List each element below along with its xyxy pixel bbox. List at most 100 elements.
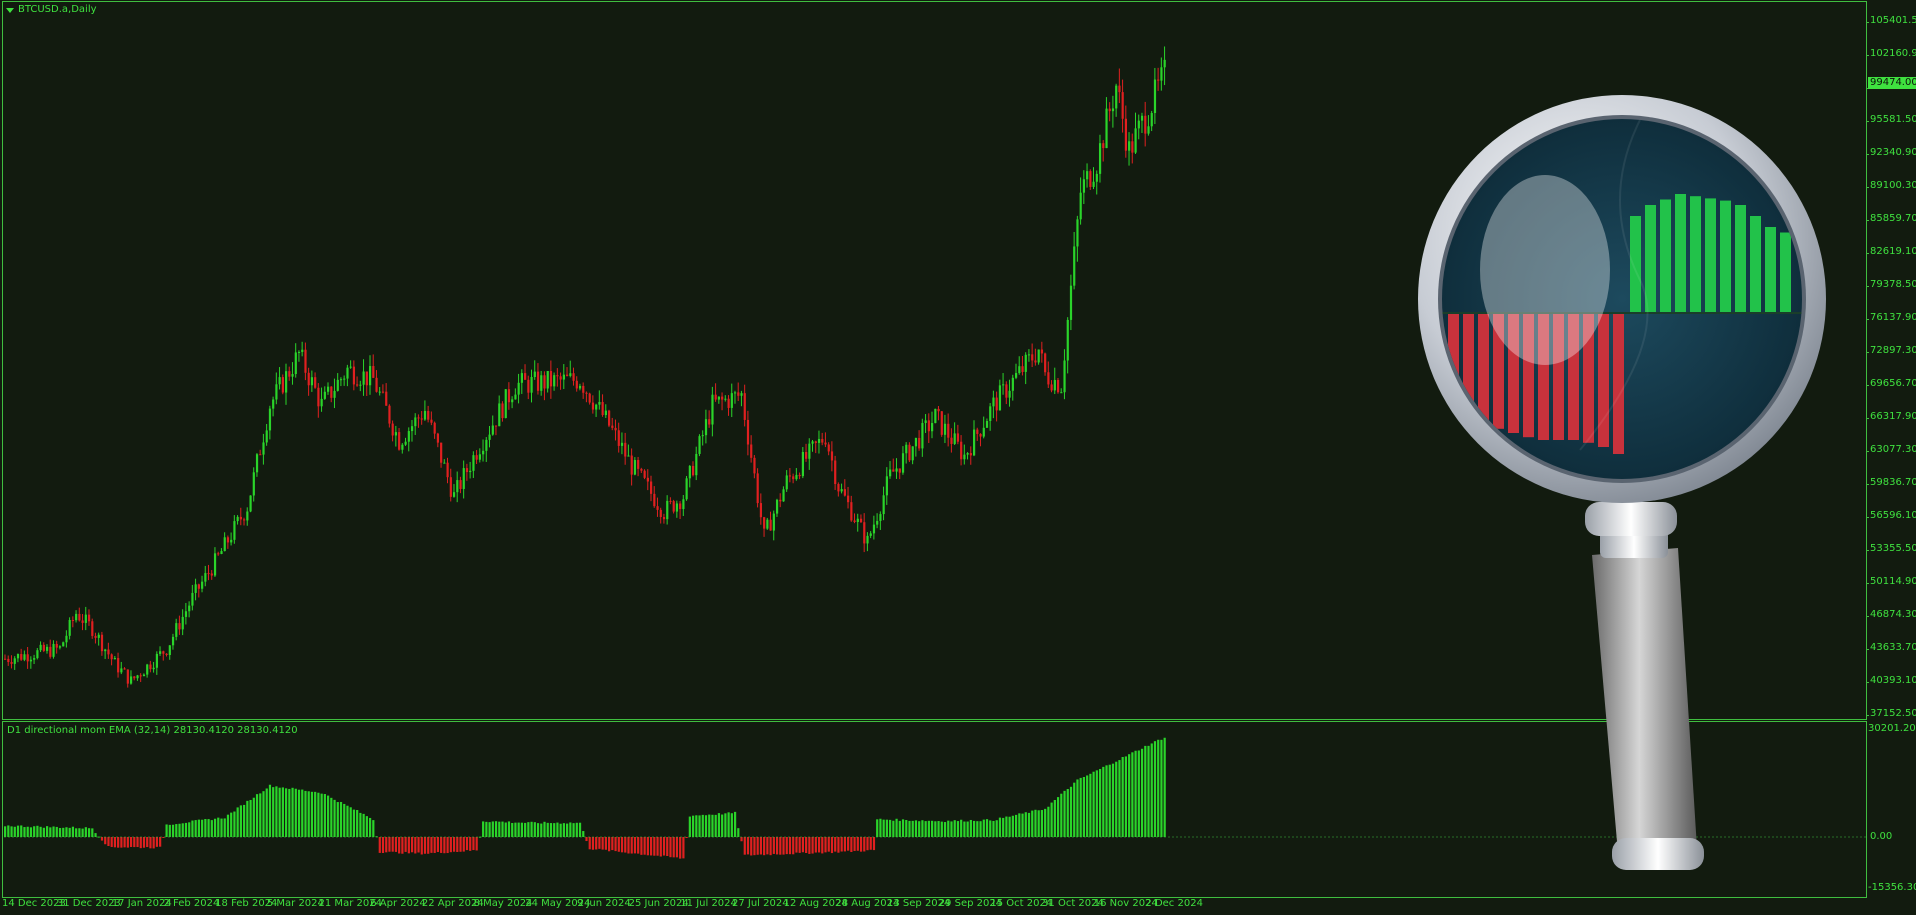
bear-candle (591, 402, 595, 410)
momentum-bar-positive (520, 822, 523, 837)
momentum-bar-positive (1002, 817, 1005, 837)
indicator-panel[interactable] (2, 721, 1867, 898)
bull-candle (562, 374, 565, 380)
bull-candle (517, 382, 520, 395)
momentum-bar-negative (643, 837, 646, 855)
bear-candle (494, 425, 498, 427)
momentum-bar-positive (181, 823, 184, 837)
bull-candle (220, 551, 223, 554)
momentum-bar-positive (501, 821, 504, 837)
momentum-bar-negative (640, 837, 643, 855)
bull-candle (704, 419, 708, 436)
bear-candle (1056, 379, 1060, 393)
momentum-bar-negative (159, 837, 162, 847)
momentum-bar-positive (924, 821, 927, 837)
price-axis-label: 59836.70 (1870, 477, 1916, 488)
momentum-bar-positive (976, 821, 979, 837)
momentum-bar-positive (207, 819, 210, 837)
bear-candle (133, 676, 136, 679)
bull-candle (33, 658, 36, 660)
momentum-bar-negative (381, 837, 385, 854)
date-axis-label: 22 Apr 2024 (421, 898, 484, 909)
bull-candle (546, 371, 549, 389)
bear-candle (918, 437, 921, 449)
bull-candle (879, 514, 882, 521)
magnified-bar-negative (1583, 314, 1594, 443)
momentum-bar-negative (430, 837, 433, 853)
momentum-bar-positive (171, 824, 175, 837)
momentum-bar-positive (314, 791, 317, 837)
bear-candle (26, 654, 29, 662)
bear-candle (853, 520, 856, 522)
bull-candle (772, 513, 775, 531)
bear-candle (1121, 92, 1124, 119)
bull-candle (1092, 181, 1095, 187)
momentum-bar-negative (659, 837, 662, 857)
bear-candle (1040, 349, 1044, 354)
indicator-axis-zero: 0.00 (1870, 831, 1893, 842)
bear-candle (7, 658, 10, 663)
momentum-bar-positive (359, 812, 362, 837)
bear-candle (1108, 108, 1111, 112)
bull-candle (249, 495, 252, 512)
momentum-bar-positive (727, 812, 730, 837)
momentum-bar-negative (740, 837, 743, 842)
bear-candle (1034, 360, 1037, 363)
triangle-down-icon[interactable] (6, 8, 14, 13)
bull-candle (1163, 59, 1166, 68)
bull-candle (817, 438, 821, 443)
momentum-bar-negative (834, 837, 837, 852)
momentum-bar-positive (1037, 810, 1040, 837)
bull-candle (943, 423, 947, 435)
bull-candle (730, 393, 733, 408)
bull-candle (666, 500, 669, 520)
momentum-bar-positive (327, 795, 330, 837)
momentum-bar-positive (7, 825, 10, 837)
bull-candle (533, 371, 536, 377)
momentum-bar-positive (956, 821, 960, 837)
bull-candle (717, 396, 721, 400)
price-axis-label: 46874.30 (1870, 609, 1916, 620)
bear-candle (792, 476, 795, 480)
momentum-bar-positive (1011, 815, 1014, 837)
momentum-bar-positive (1069, 786, 1073, 837)
bull-candle (68, 620, 71, 636)
momentum-bar-positive (255, 794, 259, 837)
momentum-bar-positive (1131, 752, 1134, 837)
bear-candle (830, 451, 834, 461)
magnified-bar-positive (1735, 205, 1746, 312)
momentum-bar-negative (656, 837, 659, 856)
bull-candle (401, 444, 404, 450)
momentum-bar-negative (872, 837, 876, 851)
momentum-bar-positive (94, 833, 97, 837)
momentum-bar-positive (42, 827, 45, 837)
bear-candle (1089, 171, 1092, 187)
momentum-bar-negative (682, 837, 685, 859)
momentum-bar-positive (882, 819, 885, 837)
momentum-bar-positive (1134, 750, 1137, 837)
price-axis-label: 92340.90 (1870, 147, 1916, 158)
price-axis-label: 76137.90 (1870, 312, 1916, 323)
momentum-bar-negative (856, 837, 859, 851)
momentum-bar-positive (68, 827, 71, 837)
momentum-bar-positive (721, 814, 724, 837)
momentum-bar-positive (1137, 750, 1140, 837)
bull-candle (45, 646, 49, 651)
bull-candle (13, 658, 16, 664)
bear-candle (1124, 118, 1128, 151)
momentum-bar-positive (572, 823, 575, 837)
momentum-bar-negative (420, 837, 423, 855)
magnified-bar-positive (1675, 194, 1686, 312)
momentum-bar-positive (1031, 810, 1034, 837)
price-chart-panel[interactable] (2, 1, 1867, 720)
bull-candle (84, 614, 87, 623)
bear-candle (375, 377, 378, 392)
bear-candle (352, 366, 356, 385)
bear-candle (759, 503, 763, 518)
bull-candle (1115, 85, 1118, 109)
magnified-bar-negative (1598, 314, 1609, 447)
bear-candle (779, 499, 782, 502)
momentum-bar-negative (469, 837, 472, 851)
